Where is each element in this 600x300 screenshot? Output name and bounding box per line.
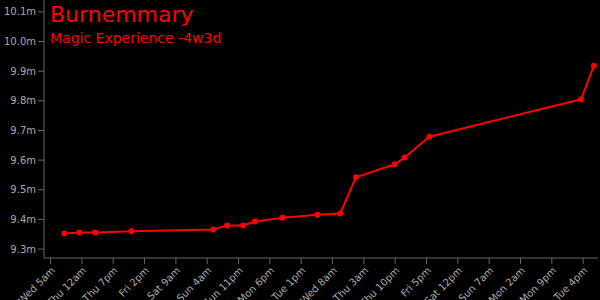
- svg-text:Thu 10pm: Thu 10pm: [357, 265, 401, 300]
- svg-text:9.5m: 9.5m: [10, 184, 36, 195]
- svg-text:Fri 5pm: Fri 5pm: [398, 264, 433, 299]
- svg-text:9.6m: 9.6m: [10, 155, 36, 166]
- html-text:Magic Experience -4w3d: Magic Experience -4w3d: [50, 30, 222, 46]
- svg-text:9.7m: 9.7m: [10, 125, 36, 136]
- svg-text:9.3m: 9.3m: [10, 244, 36, 255]
- svg-text:9.8m: 9.8m: [10, 95, 36, 106]
- svg-text:9.9m: 9.9m: [10, 66, 36, 77]
- svg-text:Tue 4pm: Tue 4pm: [551, 265, 590, 300]
- svg-text:10.0m: 10.0m: [8, 36, 36, 47]
- svg-text:Thu 7pm: Thu 7pm: [80, 265, 120, 300]
- svg-text:10.1m: 10.1m: [8, 6, 36, 17]
- svg-text:Fri 2pm: Fri 2pm: [116, 264, 151, 299]
- html-text:Burnemmary: Burnemmary: [50, 2, 194, 27]
- svg-text:9.4m: 9.4m: [10, 214, 36, 225]
